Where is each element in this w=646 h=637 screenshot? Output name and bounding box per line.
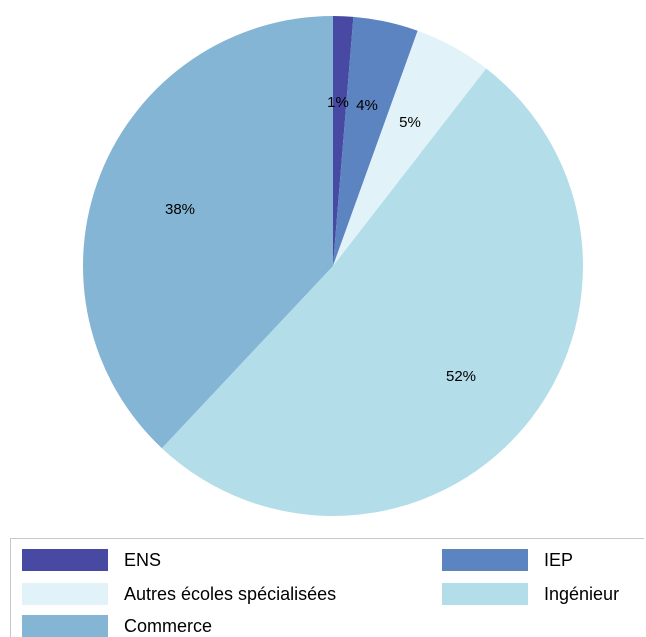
legend-swatch-iep: [442, 549, 528, 571]
legend-swatch-ingenieur: [442, 583, 528, 605]
pie-slice-ingenieur: [161, 68, 583, 516]
legend: ENS IEP Autres écoles spécialisées Ingén…: [10, 538, 644, 637]
legend-item-autres: Autres écoles spécialisées: [22, 583, 336, 605]
pie-chart: 1% 4% 5% 52% 38%: [82, 15, 583, 516]
legend-swatch-ens: [22, 549, 108, 571]
legend-label-commerce: Commerce: [124, 615, 213, 636]
legend-label-ens: ENS: [124, 549, 162, 570]
pie-slice-commerce: [82, 16, 333, 449]
slice-label-iep: 4%: [356, 97, 378, 114]
legend-label-ingenieur: Ingénieur: [544, 583, 620, 604]
legend-item-ingenieur: Ingénieur: [442, 583, 619, 605]
legend-swatch-commerce: [22, 615, 108, 637]
legend-item-commerce: Commerce: [22, 615, 212, 637]
legend-swatch-autres: [22, 583, 108, 605]
slice-label-commerce: 38%: [165, 201, 195, 218]
slice-label-autres: 5%: [399, 114, 421, 131]
legend-label-autres: Autres écoles spécialisées: [124, 583, 337, 604]
pie-slice-ens: [333, 15, 354, 266]
pie-slice-autres: [333, 30, 487, 267]
legend-item-iep: IEP: [442, 549, 573, 571]
slice-label-ens: 1%: [327, 94, 349, 111]
legend-label-iep: IEP: [544, 549, 574, 570]
legend-item-ens: ENS: [22, 549, 161, 571]
pie-slice-iep: [333, 16, 418, 266]
slice-label-ingenieur: 52%: [446, 368, 476, 385]
